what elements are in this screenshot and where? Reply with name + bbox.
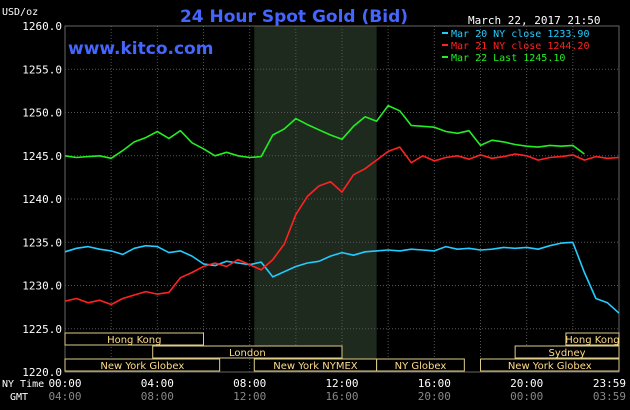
- session-label: Hong Kong: [565, 335, 619, 346]
- x-tick-label-gmt: 08:00: [141, 390, 174, 403]
- y-axis-label: USD/oz: [2, 7, 38, 18]
- x-tick-label-gmt: 04:00: [48, 390, 81, 403]
- x-tick-label-gmt: 12:00: [233, 390, 266, 403]
- y-tick-labels: 1260.0 1255.0 1250.0 1245.0 1240.0 1235.0 1230…: [22, 20, 62, 379]
- x-tick-label-ny: 12:00: [325, 377, 358, 390]
- x-tick-label-ny: 00:00: [48, 377, 81, 390]
- watermark-url: www.kitco.com: [68, 39, 213, 59]
- legend-swatch-1: [442, 32, 448, 34]
- market-sessions: Hong Kong London New York Globex New York N…: [64, 332, 620, 372]
- session-ny-globex: NY Globex: [376, 358, 465, 372]
- chart-title: 24 Hour Spot Gold (Bid): [180, 7, 408, 27]
- series-line-3: [64, 104, 585, 160]
- session-new-york-globex: New York Globex: [480, 358, 620, 372]
- session-label: New York Globex: [100, 361, 184, 372]
- legend-entry-1: Mar 20 NY close 1233.90: [451, 29, 589, 40]
- session-label: London: [229, 348, 266, 359]
- session-label: Hong Kong: [107, 335, 161, 346]
- series-lines: [64, 104, 620, 314]
- x-tick-label-gmt: 03:59: [593, 390, 626, 403]
- x-tick-labels: 00:0004:0004:0008:0008:0012:0012:0016:00…: [48, 377, 626, 403]
- x-row-label-ny: NY Time: [2, 379, 44, 390]
- plot-frame: [64, 25, 620, 373]
- series-line-2: [64, 146, 620, 306]
- legend-entry-3: Mar 22 Last 1245.10: [451, 53, 565, 64]
- y-tick-label: 1240.0: [22, 193, 62, 206]
- session-label: New York Globex: [508, 361, 592, 372]
- session-label: NY Globex: [395, 361, 447, 372]
- y-tick-label: 1220.0: [22, 366, 62, 379]
- x-tick-label-ny: 16:00: [418, 377, 451, 390]
- legend-entry-2: Mar 21 NY close 1244.20: [451, 41, 589, 52]
- y-tick-label: 1245.0: [22, 150, 62, 163]
- x-tick-label-gmt: 16:00: [325, 390, 358, 403]
- session-sydney: Sydney: [514, 345, 620, 359]
- x-tick-label-gmt: 20:00: [418, 390, 451, 403]
- x-tick-label-ny: 04:00: [141, 377, 174, 390]
- y-tick-label: 1235.0: [22, 236, 62, 249]
- y-tick-label: 1255.0: [22, 63, 62, 76]
- session-label: New York NYMEX: [273, 361, 358, 372]
- session-label: Sydney: [549, 348, 586, 359]
- x-tick-label-gmt: 00:00: [510, 390, 543, 403]
- session-hong-kong: Hong Kong: [565, 332, 620, 346]
- legend-swatch-2: [442, 44, 448, 46]
- x-row-label-gmt: GMT: [10, 392, 28, 403]
- session-new-york-globex: New York Globex: [64, 358, 221, 372]
- session-new-york-nymex: New York NYMEX: [253, 358, 378, 372]
- legend-swatch-3: [442, 56, 448, 58]
- series-line-1: [64, 241, 620, 314]
- session-hong-kong: Hong Kong: [64, 332, 204, 346]
- x-tick-label-ny: 23:59: [593, 377, 626, 390]
- chart-timestamp: March 22, 2017 21:50: [468, 14, 600, 27]
- y-tick-label: 1250.0: [22, 107, 62, 120]
- session-london: London: [152, 345, 343, 359]
- y-tick-label: 1225.0: [22, 323, 62, 336]
- x-tick-label-ny: 08:00: [233, 377, 266, 390]
- y-tick-label: 1230.0: [22, 280, 62, 293]
- y-tick-label: 1260.0: [22, 20, 62, 33]
- x-tick-label-ny: 20:00: [510, 377, 543, 390]
